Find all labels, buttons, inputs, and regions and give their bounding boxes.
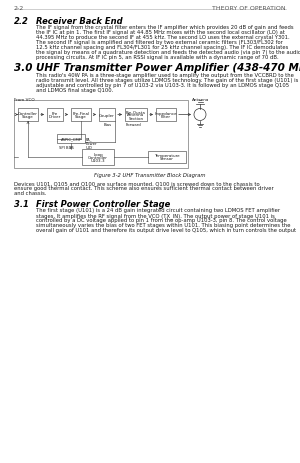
- Text: Sensor: Sensor: [160, 157, 174, 161]
- Text: and chassis.: and chassis.: [14, 191, 46, 195]
- Text: Antenna: Antenna: [192, 98, 209, 102]
- Text: THEORY OF OPERATION: THEORY OF OPERATION: [212, 6, 286, 11]
- Text: 2.2: 2.2: [14, 17, 29, 26]
- Text: Filter: Filter: [161, 115, 171, 119]
- Text: PA_
Power
U/D: PA_ Power U/D: [86, 137, 98, 150]
- Text: ASPIC_CMP: ASPIC_CMP: [61, 137, 82, 141]
- Text: the IF IC at pin 1. The first IF signal at 44.85 MHz mixes with the second local: the IF IC at pin 1. The first IF signal …: [36, 30, 285, 35]
- Text: Pre: Pre: [52, 112, 58, 116]
- Text: simultaneously varies the bias of two FET stages within U101. This biasing point: simultaneously varies the bias of two FE…: [36, 223, 290, 227]
- Text: 44.395 MHz to produce the second IF at 455 kHz. The second LO uses the external : 44.395 MHz to produce the second IF at 4…: [36, 35, 290, 40]
- Text: overall gain of U101 and therefore its output drive level to Q105, which in turn: overall gain of U101 and therefore its o…: [36, 227, 296, 232]
- Bar: [125, 109, 147, 122]
- Text: Devices U101, Q105 and Q100 are surface mounted. Q100 is screwed down to the cha: Devices U101, Q105 and Q100 are surface …: [14, 181, 260, 186]
- Text: 3.0: 3.0: [14, 63, 32, 73]
- Text: UHF Transmitter Power Amplifier (438-470 MHz): UHF Transmitter Power Amplifier (438-470…: [36, 63, 300, 73]
- Text: Forward: Forward: [125, 123, 141, 127]
- Text: ensure good thermal contact. This scheme also ensures sufficient thermal contact: ensure good thermal contact. This scheme…: [14, 186, 274, 191]
- Text: Controller: Controller: [18, 112, 38, 116]
- Text: and LDMOS final stage Q100.: and LDMOS final stage Q100.: [36, 88, 113, 93]
- Text: U103-3: U103-3: [91, 159, 105, 163]
- Text: stages. It amplifies the RF signal from the VCO (TX_IN). The output power of sta: stages. It amplifies the RF signal from …: [36, 213, 275, 218]
- Bar: [18, 109, 38, 122]
- Text: 12.5 kHz channel spacing and FL304/FL301 for 25 kHz channel spacing). The IF IC : 12.5 kHz channel spacing and FL304/FL301…: [36, 45, 288, 50]
- Text: Antenna: Antenna: [128, 113, 145, 117]
- Text: This radio's 40W PA is a three-stage amplifier used to amplify the output from t: This radio's 40W PA is a three-stage amp…: [36, 73, 294, 78]
- Text: The first stage (U101) is a 24 dB gain integrated circuit containing two LDMOS F: The first stage (U101) is a 24 dB gain i…: [36, 207, 280, 213]
- Text: 3.1: 3.1: [14, 200, 29, 208]
- Bar: [99, 109, 115, 122]
- Text: Controller: Controller: [88, 156, 108, 160]
- Text: SPI BUS: SPI BUS: [59, 146, 74, 150]
- Text: From VCO: From VCO: [14, 98, 34, 102]
- Text: The IF signal from the crystal filter enters the IF amplifier which provides 20 : The IF signal from the crystal filter en…: [36, 25, 294, 30]
- Text: the signal by means of a quadrature detection and feeds the detected audio (via : the signal by means of a quadrature dete…: [36, 50, 300, 55]
- Text: Coupler: Coupler: [99, 113, 115, 117]
- Bar: [82, 150, 114, 166]
- Text: radio transmit level. All three stages utilize LDMOS technology. The gain of the: radio transmit level. All three stages u…: [36, 78, 298, 83]
- Text: adjustable and controlled by pin 7 of U103-2 via U103-3. It is followed by an LD: adjustable and controlled by pin 7 of U1…: [36, 83, 289, 88]
- Bar: [57, 135, 85, 144]
- Text: Bias: Bias: [104, 123, 112, 127]
- Text: 2-2: 2-2: [14, 6, 24, 11]
- Bar: [148, 152, 186, 163]
- Text: Loop: Loop: [93, 153, 103, 156]
- Text: Pre-Final: Pre-Final: [72, 112, 90, 116]
- Text: Figure 3-2 UHF Transmitter Block Diagram: Figure 3-2 UHF Transmitter Block Diagram: [94, 173, 206, 178]
- Text: Receiver Back End: Receiver Back End: [36, 17, 123, 26]
- Text: Temperature: Temperature: [154, 154, 180, 158]
- Text: Driver: Driver: [49, 115, 61, 119]
- Text: processing circuits. At IF IC pin 5, an RSSI signal is available with a dynamic : processing circuits. At IF IC pin 5, an …: [36, 55, 279, 60]
- Text: Stage: Stage: [75, 115, 87, 119]
- Text: The second IF signal is amplified and filtered by two external ceramic filters (: The second IF signal is amplified and fi…: [36, 40, 283, 45]
- Text: Stage: Stage: [22, 115, 34, 119]
- Text: Pre-Ousta: Pre-Ousta: [126, 110, 146, 114]
- Text: Impedance: Impedance: [155, 112, 177, 116]
- Bar: [156, 109, 176, 122]
- Bar: [47, 109, 63, 122]
- Text: First Power Controller Stage: First Power Controller Stage: [36, 200, 170, 208]
- Text: Section: Section: [128, 116, 144, 120]
- Text: controlled by a DC voltage applied to pin 1 from the op-amp U103-3, pin 8. The c: controlled by a DC voltage applied to pi…: [36, 218, 287, 223]
- Bar: [71, 109, 91, 122]
- Bar: [14, 101, 188, 169]
